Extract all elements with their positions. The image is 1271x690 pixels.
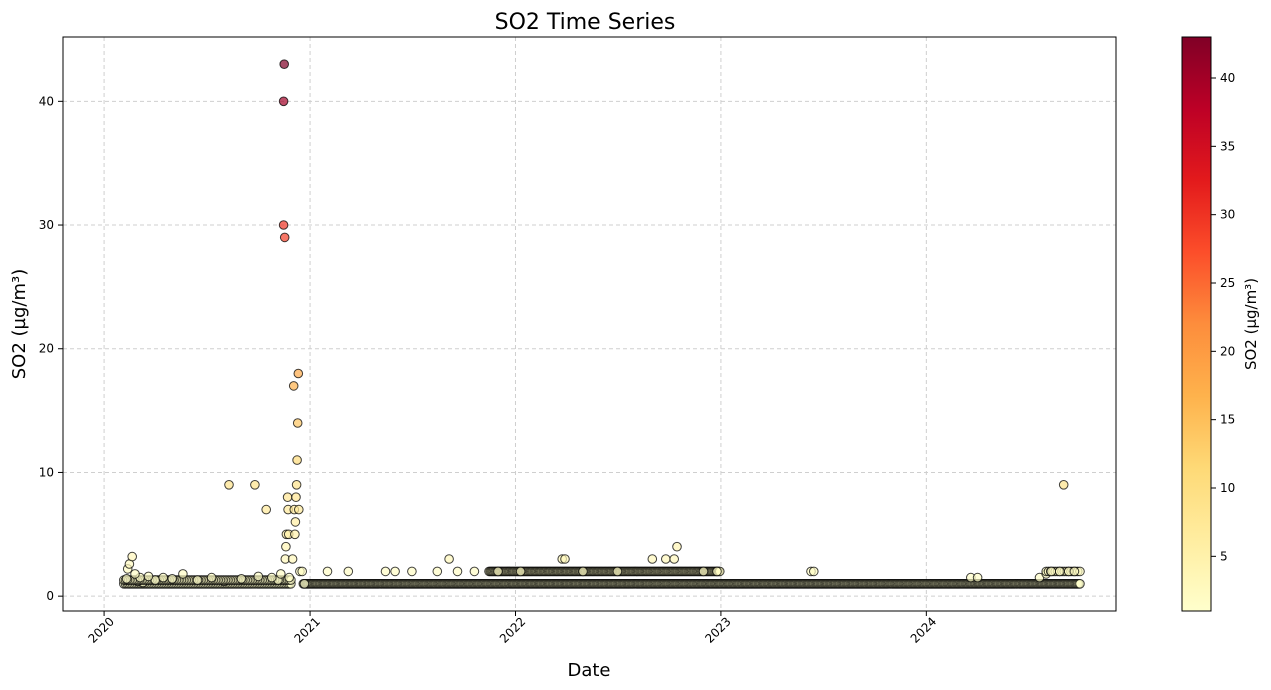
data-point [282, 492, 293, 503]
x-tick-label: 2022 [497, 614, 528, 645]
data-points [119, 59, 1085, 589]
colorbar: 5 10 15 20 25 30 35 40 SO2 (µg/m³) [1181, 36, 1260, 612]
y-tick-label: 40 [39, 94, 54, 108]
x-tick-label: 2024 [908, 614, 939, 645]
data-point [291, 492, 301, 503]
data-point [292, 418, 303, 428]
data-point [278, 96, 289, 107]
y-tick-label: 0 [46, 589, 54, 603]
data-point [294, 504, 304, 515]
data-point [809, 566, 819, 577]
x-tick-label: 2021 [291, 614, 322, 645]
y-axis-label: SO2 (µg/m³) [9, 269, 30, 380]
colorbar-tick-label: 10 [1220, 481, 1235, 495]
data-point [206, 572, 217, 583]
y-axis: 0 10 20 30 40 [39, 94, 63, 603]
data-point [1075, 579, 1085, 589]
data-point [343, 566, 354, 577]
data-point [279, 59, 290, 69]
data-point [130, 569, 140, 579]
data-point [192, 575, 203, 585]
data-point [291, 480, 302, 490]
y-tick-label: 20 [39, 342, 54, 356]
data-point [444, 554, 454, 564]
data-point [407, 566, 417, 577]
data-point [612, 566, 623, 577]
x-tick-label: 2020 [86, 614, 117, 645]
x-axis: 2020 2021 2022 2023 2024 [86, 611, 939, 646]
data-point [578, 566, 588, 577]
data-point [390, 566, 400, 577]
colorbar-tick-label: 5 [1220, 549, 1228, 563]
data-point [281, 541, 291, 552]
data-point [469, 566, 480, 577]
data-point [515, 566, 526, 577]
colorbar-ticks: 5 10 15 20 25 30 35 40 [1211, 71, 1235, 563]
data-point [698, 566, 709, 577]
colorbar-tick-label: 30 [1220, 208, 1235, 222]
data-point [712, 566, 722, 577]
colorbar-label: SO2 (µg/m³) [1242, 278, 1260, 370]
data-point [560, 554, 570, 564]
data-point [1046, 566, 1057, 577]
data-point [290, 517, 301, 527]
data-point [278, 220, 289, 230]
data-point [224, 480, 234, 490]
data-point [669, 554, 680, 564]
plot-area-frame [62, 36, 1117, 612]
data-point [121, 574, 132, 584]
data-point [647, 554, 658, 564]
data-point [250, 480, 260, 490]
data-point [1058, 480, 1069, 490]
colorbar-tick-label: 35 [1220, 139, 1235, 153]
data-point [452, 566, 463, 577]
chart-title: SO2 Time Series [495, 10, 676, 35]
data-point [290, 529, 300, 540]
data-point [284, 572, 295, 583]
y-tick-label: 30 [39, 218, 54, 232]
grid-lines [63, 37, 1116, 611]
data-point [380, 566, 391, 577]
colorbar-tick-label: 40 [1220, 71, 1235, 85]
data-point [299, 579, 310, 589]
colorbar-tick-label: 15 [1220, 413, 1235, 427]
y-tick-label: 10 [39, 465, 54, 479]
data-point [1054, 566, 1065, 577]
data-point [261, 504, 272, 515]
data-point [322, 566, 333, 577]
data-point [297, 566, 308, 577]
data-point [1069, 566, 1080, 577]
data-point [432, 566, 443, 577]
data-point [253, 571, 264, 582]
data-point [672, 541, 682, 552]
data-point [167, 574, 177, 584]
data-point [267, 572, 277, 583]
data-point [972, 572, 983, 583]
colorbar-tick-label: 25 [1220, 276, 1235, 290]
x-axis-label: Date [567, 660, 610, 681]
data-point [661, 554, 671, 564]
data-point [287, 554, 298, 564]
data-point [158, 572, 168, 583]
data-point [493, 566, 503, 577]
x-tick-label: 2023 [702, 614, 733, 645]
data-point [288, 381, 299, 391]
data-point [292, 455, 302, 465]
colorbar-tick-label: 20 [1220, 344, 1235, 358]
data-point [276, 569, 286, 579]
data-point [279, 232, 290, 243]
data-point [236, 574, 247, 584]
data-point [143, 571, 154, 582]
data-point [178, 569, 188, 579]
colorbar-gradient [1181, 36, 1212, 612]
data-point [293, 368, 304, 379]
data-point [127, 551, 137, 562]
